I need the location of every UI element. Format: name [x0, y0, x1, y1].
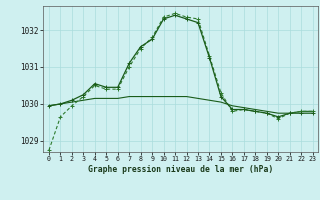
X-axis label: Graphe pression niveau de la mer (hPa): Graphe pression niveau de la mer (hPa)	[88, 165, 273, 174]
